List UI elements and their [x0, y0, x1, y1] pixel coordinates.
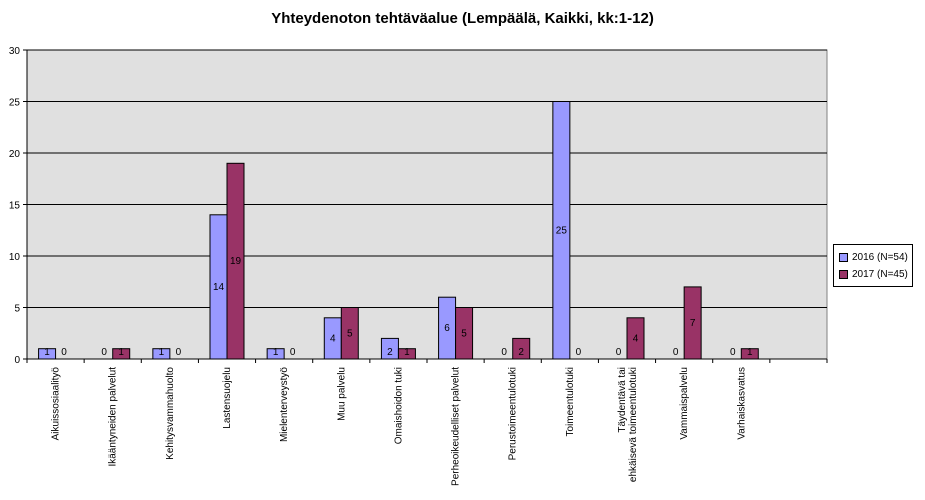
- x-tick-label: Omaishoidon tuki: [393, 367, 404, 444]
- x-tick-label: Muu palvelu: [336, 367, 347, 421]
- data-label: 0: [61, 347, 67, 358]
- data-label: 1: [747, 347, 753, 358]
- data-label: 0: [101, 347, 107, 358]
- bar: [112, 348, 131, 360]
- x-tick-label-line: ehkäisevä toimeentulotuki: [628, 367, 639, 482]
- legend-item: 2016 (N=54): [839, 250, 908, 264]
- legend-item: 2017 (N=45): [839, 267, 908, 281]
- data-label: 1: [44, 347, 50, 358]
- x-tick-label: Täydentävä taiehkäisevä toimeentulotuki: [617, 367, 639, 482]
- bar: [152, 348, 171, 360]
- bar: [683, 286, 702, 360]
- bar: [226, 162, 245, 360]
- x-tick-label: Ikääntyneiden palvelut: [108, 367, 119, 467]
- legend-label: 2016 (N=54): [852, 251, 908, 263]
- data-label: 14: [213, 282, 225, 293]
- data-label: 0: [576, 347, 582, 358]
- bar: [397, 348, 416, 360]
- data-label: 2: [518, 347, 524, 358]
- x-tick-label: Vammaispalvelu: [679, 367, 690, 440]
- data-label: 2: [387, 347, 393, 358]
- data-label: 0: [290, 347, 296, 358]
- bar: [552, 101, 571, 360]
- x-tick-label: Lastensuojelu: [222, 367, 233, 429]
- y-tick-label: 10: [9, 252, 21, 263]
- data-label: 0: [176, 347, 182, 358]
- y-tick-label: 0: [14, 355, 20, 366]
- bar: [626, 317, 645, 360]
- chart-legend: 2016 (N=54) 2017 (N=45): [833, 244, 913, 287]
- y-tick-label: 25: [9, 98, 21, 109]
- x-tick-label: Kehitysvammahuolto: [165, 367, 176, 460]
- x-tick-label: Aikuissosiaalityö: [51, 367, 62, 441]
- x-tick-label: Perheoikeudelliset palvelut: [451, 367, 462, 486]
- data-label: 1: [404, 347, 410, 358]
- data-label: 6: [444, 323, 450, 334]
- legend-swatch: [839, 269, 848, 279]
- x-tick-label-line: Täydentävä tai: [617, 367, 628, 433]
- data-label: 19: [230, 256, 242, 267]
- data-label: 0: [616, 347, 622, 358]
- bar: [266, 348, 285, 360]
- data-label: 0: [673, 347, 679, 358]
- x-tick-label: Mielenterveystyö: [279, 367, 290, 442]
- y-tick-label: 20: [9, 149, 21, 160]
- bar: [455, 307, 474, 360]
- data-label: 0: [730, 347, 736, 358]
- data-label: 0: [501, 347, 507, 358]
- data-label: 25: [556, 225, 568, 236]
- data-label: 1: [118, 347, 124, 358]
- legend-label: 2017 (N=45): [852, 268, 908, 280]
- data-label: 7: [690, 318, 696, 329]
- y-tick-label: 5: [14, 304, 20, 315]
- y-tick-label: 30: [9, 46, 21, 57]
- data-label: 1: [159, 347, 165, 358]
- bar: [512, 337, 531, 360]
- y-tick-label: 15: [9, 201, 21, 212]
- x-tick-label: Varhaiskasvatus: [736, 367, 747, 440]
- x-tick-label: Toimeentulotuki: [565, 367, 576, 436]
- legend-swatch: [839, 252, 848, 262]
- bar: [340, 307, 359, 360]
- bar: [38, 348, 57, 360]
- x-tick-label: Perustoimeentulotuki: [508, 367, 519, 460]
- data-label: 5: [461, 328, 467, 339]
- data-label: 4: [330, 333, 336, 344]
- data-label: 4: [633, 333, 639, 344]
- data-label: 1: [273, 347, 279, 358]
- bar: [740, 348, 759, 360]
- chart-title: Yhteydenoton tehtäväalue (Lempäälä, Kaik…: [271, 10, 654, 27]
- data-label: 5: [347, 328, 353, 339]
